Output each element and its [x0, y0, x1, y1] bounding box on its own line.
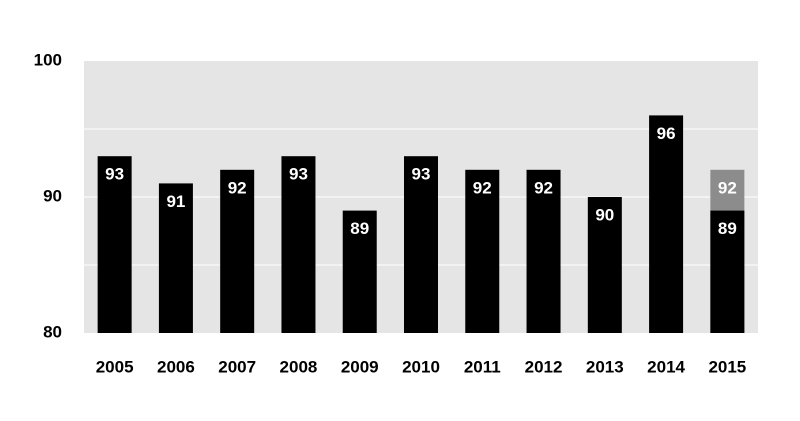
bar	[97, 156, 132, 333]
data-label: 96	[657, 124, 676, 143]
bar	[710, 210, 745, 333]
y-tick-label: 100	[34, 50, 62, 69]
x-tick-label: 2007	[218, 357, 256, 376]
x-tick-label: 2009	[341, 357, 379, 376]
data-label: 92	[228, 178, 247, 197]
data-label: 89	[718, 219, 737, 238]
data-label: 91	[166, 192, 185, 211]
x-tick-label: 2013	[586, 357, 624, 376]
bar	[342, 210, 377, 333]
data-label: 93	[105, 165, 124, 184]
data-label: 93	[289, 165, 308, 184]
x-tick-label: 2010	[402, 357, 440, 376]
x-tick-label: 2014	[647, 357, 685, 376]
bar	[465, 169, 500, 333]
x-tick-label: 2005	[96, 357, 134, 376]
bar	[587, 197, 622, 333]
bar	[158, 183, 193, 333]
bar	[404, 156, 438, 333]
bar	[649, 115, 684, 334]
bar	[281, 156, 316, 333]
x-tick-label: 2011	[464, 357, 501, 376]
x-tick-label: 2015	[708, 357, 746, 376]
bar	[526, 169, 561, 333]
data-label: 92	[718, 178, 737, 197]
data-label: 93	[412, 165, 431, 184]
x-tick-label: 2008	[280, 357, 318, 376]
data-label: 92	[534, 178, 553, 197]
x-tick-label: 2006	[157, 357, 195, 376]
x-tick-label: 2012	[525, 357, 563, 376]
y-tick-label: 80	[43, 322, 62, 341]
bar	[220, 169, 255, 333]
data-label: 89	[350, 219, 369, 238]
data-label: 92	[473, 178, 492, 197]
data-label: 90	[595, 205, 614, 224]
y-tick-label: 90	[43, 186, 62, 205]
